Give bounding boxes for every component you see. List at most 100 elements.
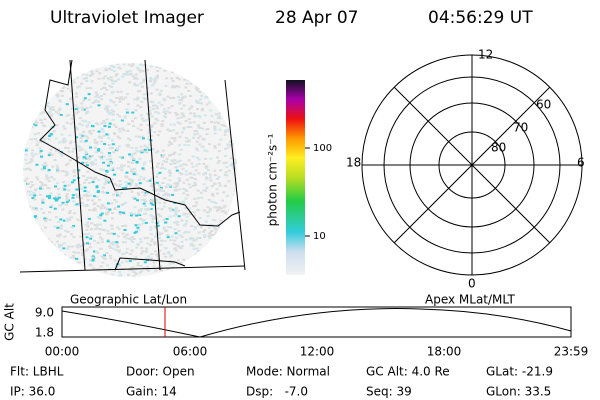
image-pixel xyxy=(89,105,93,108)
image-pixel xyxy=(177,96,181,99)
image-pixel xyxy=(101,77,105,80)
image-pixel xyxy=(118,270,122,273)
image-pixel xyxy=(140,117,144,120)
image-pixel xyxy=(193,197,197,200)
image-pixel xyxy=(71,196,75,199)
image-pixel xyxy=(163,116,167,119)
image-pixel xyxy=(139,82,143,85)
image-pixel xyxy=(39,119,43,122)
image-pixel xyxy=(24,71,28,74)
image-pixel xyxy=(154,151,158,154)
image-pixel xyxy=(155,199,159,202)
image-pixel xyxy=(56,74,60,77)
image-pixel xyxy=(23,203,27,206)
image-pixel xyxy=(173,208,177,211)
image-pixel xyxy=(35,163,39,166)
image-pixel xyxy=(164,221,168,224)
image-pixel xyxy=(168,179,172,182)
image-pixel xyxy=(46,176,50,179)
image-pixel xyxy=(149,257,153,260)
image-pixel xyxy=(130,269,134,272)
image-pixel xyxy=(168,215,172,218)
image-pixel xyxy=(182,201,186,204)
image-pixel xyxy=(89,132,93,135)
image-pixel xyxy=(77,85,81,88)
image-pixel xyxy=(35,176,39,179)
image-pixel xyxy=(217,150,221,153)
image-pixel xyxy=(204,171,208,174)
image-pixel xyxy=(80,102,84,105)
image-pixel xyxy=(168,172,172,175)
image-pixel xyxy=(127,137,131,140)
image-pixel xyxy=(220,63,224,66)
image-pixel xyxy=(187,108,191,111)
image-pixel xyxy=(222,240,226,243)
image-pixel xyxy=(56,221,60,224)
image-pixel xyxy=(183,224,187,227)
image-pixel xyxy=(209,95,213,98)
image-pixel xyxy=(52,108,56,111)
image-pixel xyxy=(223,210,227,213)
image-pixel xyxy=(97,148,101,151)
image-pixel xyxy=(53,77,57,80)
image-pixel xyxy=(197,83,201,86)
image-pixel xyxy=(128,178,132,181)
image-pixel xyxy=(33,120,37,123)
image-pixel xyxy=(68,212,72,215)
image-pixel xyxy=(55,198,59,201)
image-pixel xyxy=(222,276,226,277)
status-field: GLon: 33.5 xyxy=(486,385,551,399)
image-pixel xyxy=(214,90,218,93)
image-pixel xyxy=(223,236,227,239)
image-pixel xyxy=(41,92,45,95)
image-pixel xyxy=(92,267,96,270)
image-pixel xyxy=(110,178,114,181)
image-pixel xyxy=(221,226,225,229)
image-pixel xyxy=(125,260,129,263)
image-pixel xyxy=(84,152,88,155)
image-pixel xyxy=(210,86,214,89)
image-pixel xyxy=(139,208,143,211)
image-pixel xyxy=(26,71,30,74)
image-pixel xyxy=(136,264,140,267)
image-pixel xyxy=(93,141,97,144)
image-pixel xyxy=(230,273,234,276)
image-pixel xyxy=(218,112,222,115)
image-pixel xyxy=(219,207,223,210)
image-pixel xyxy=(184,170,188,173)
image-pixel xyxy=(157,112,161,115)
image-pixel xyxy=(168,273,172,276)
image-pixel xyxy=(207,258,211,261)
image-pixel xyxy=(23,241,27,244)
image-pixel xyxy=(224,161,228,164)
image-pixel xyxy=(74,104,78,107)
image-pixel xyxy=(119,183,123,186)
image-pixel xyxy=(41,103,45,106)
image-pixel xyxy=(185,82,189,85)
image-pixel xyxy=(68,134,72,137)
image-pixel xyxy=(82,108,86,111)
image-pixel xyxy=(29,138,33,141)
image-pixel xyxy=(102,191,106,194)
image-pixel xyxy=(102,86,106,89)
image-pixel xyxy=(121,75,125,78)
image-pixel xyxy=(209,234,213,237)
image-pixel xyxy=(189,172,193,175)
image-pixel xyxy=(218,227,222,230)
image-pixel xyxy=(162,97,166,100)
image-pixel xyxy=(207,143,211,146)
image-pixel xyxy=(197,224,201,227)
image-pixel xyxy=(83,233,87,236)
image-pixel xyxy=(139,264,143,267)
image-pixel xyxy=(177,177,181,180)
image-pixel xyxy=(224,129,228,132)
image-pixel xyxy=(136,90,140,93)
image-pixel xyxy=(143,208,147,211)
image-pixel xyxy=(66,217,70,220)
image-pixel xyxy=(168,262,172,265)
image-pixel xyxy=(103,143,107,146)
image-pixel xyxy=(105,158,109,161)
image-pixel xyxy=(133,271,137,274)
image-pixel xyxy=(201,107,205,110)
